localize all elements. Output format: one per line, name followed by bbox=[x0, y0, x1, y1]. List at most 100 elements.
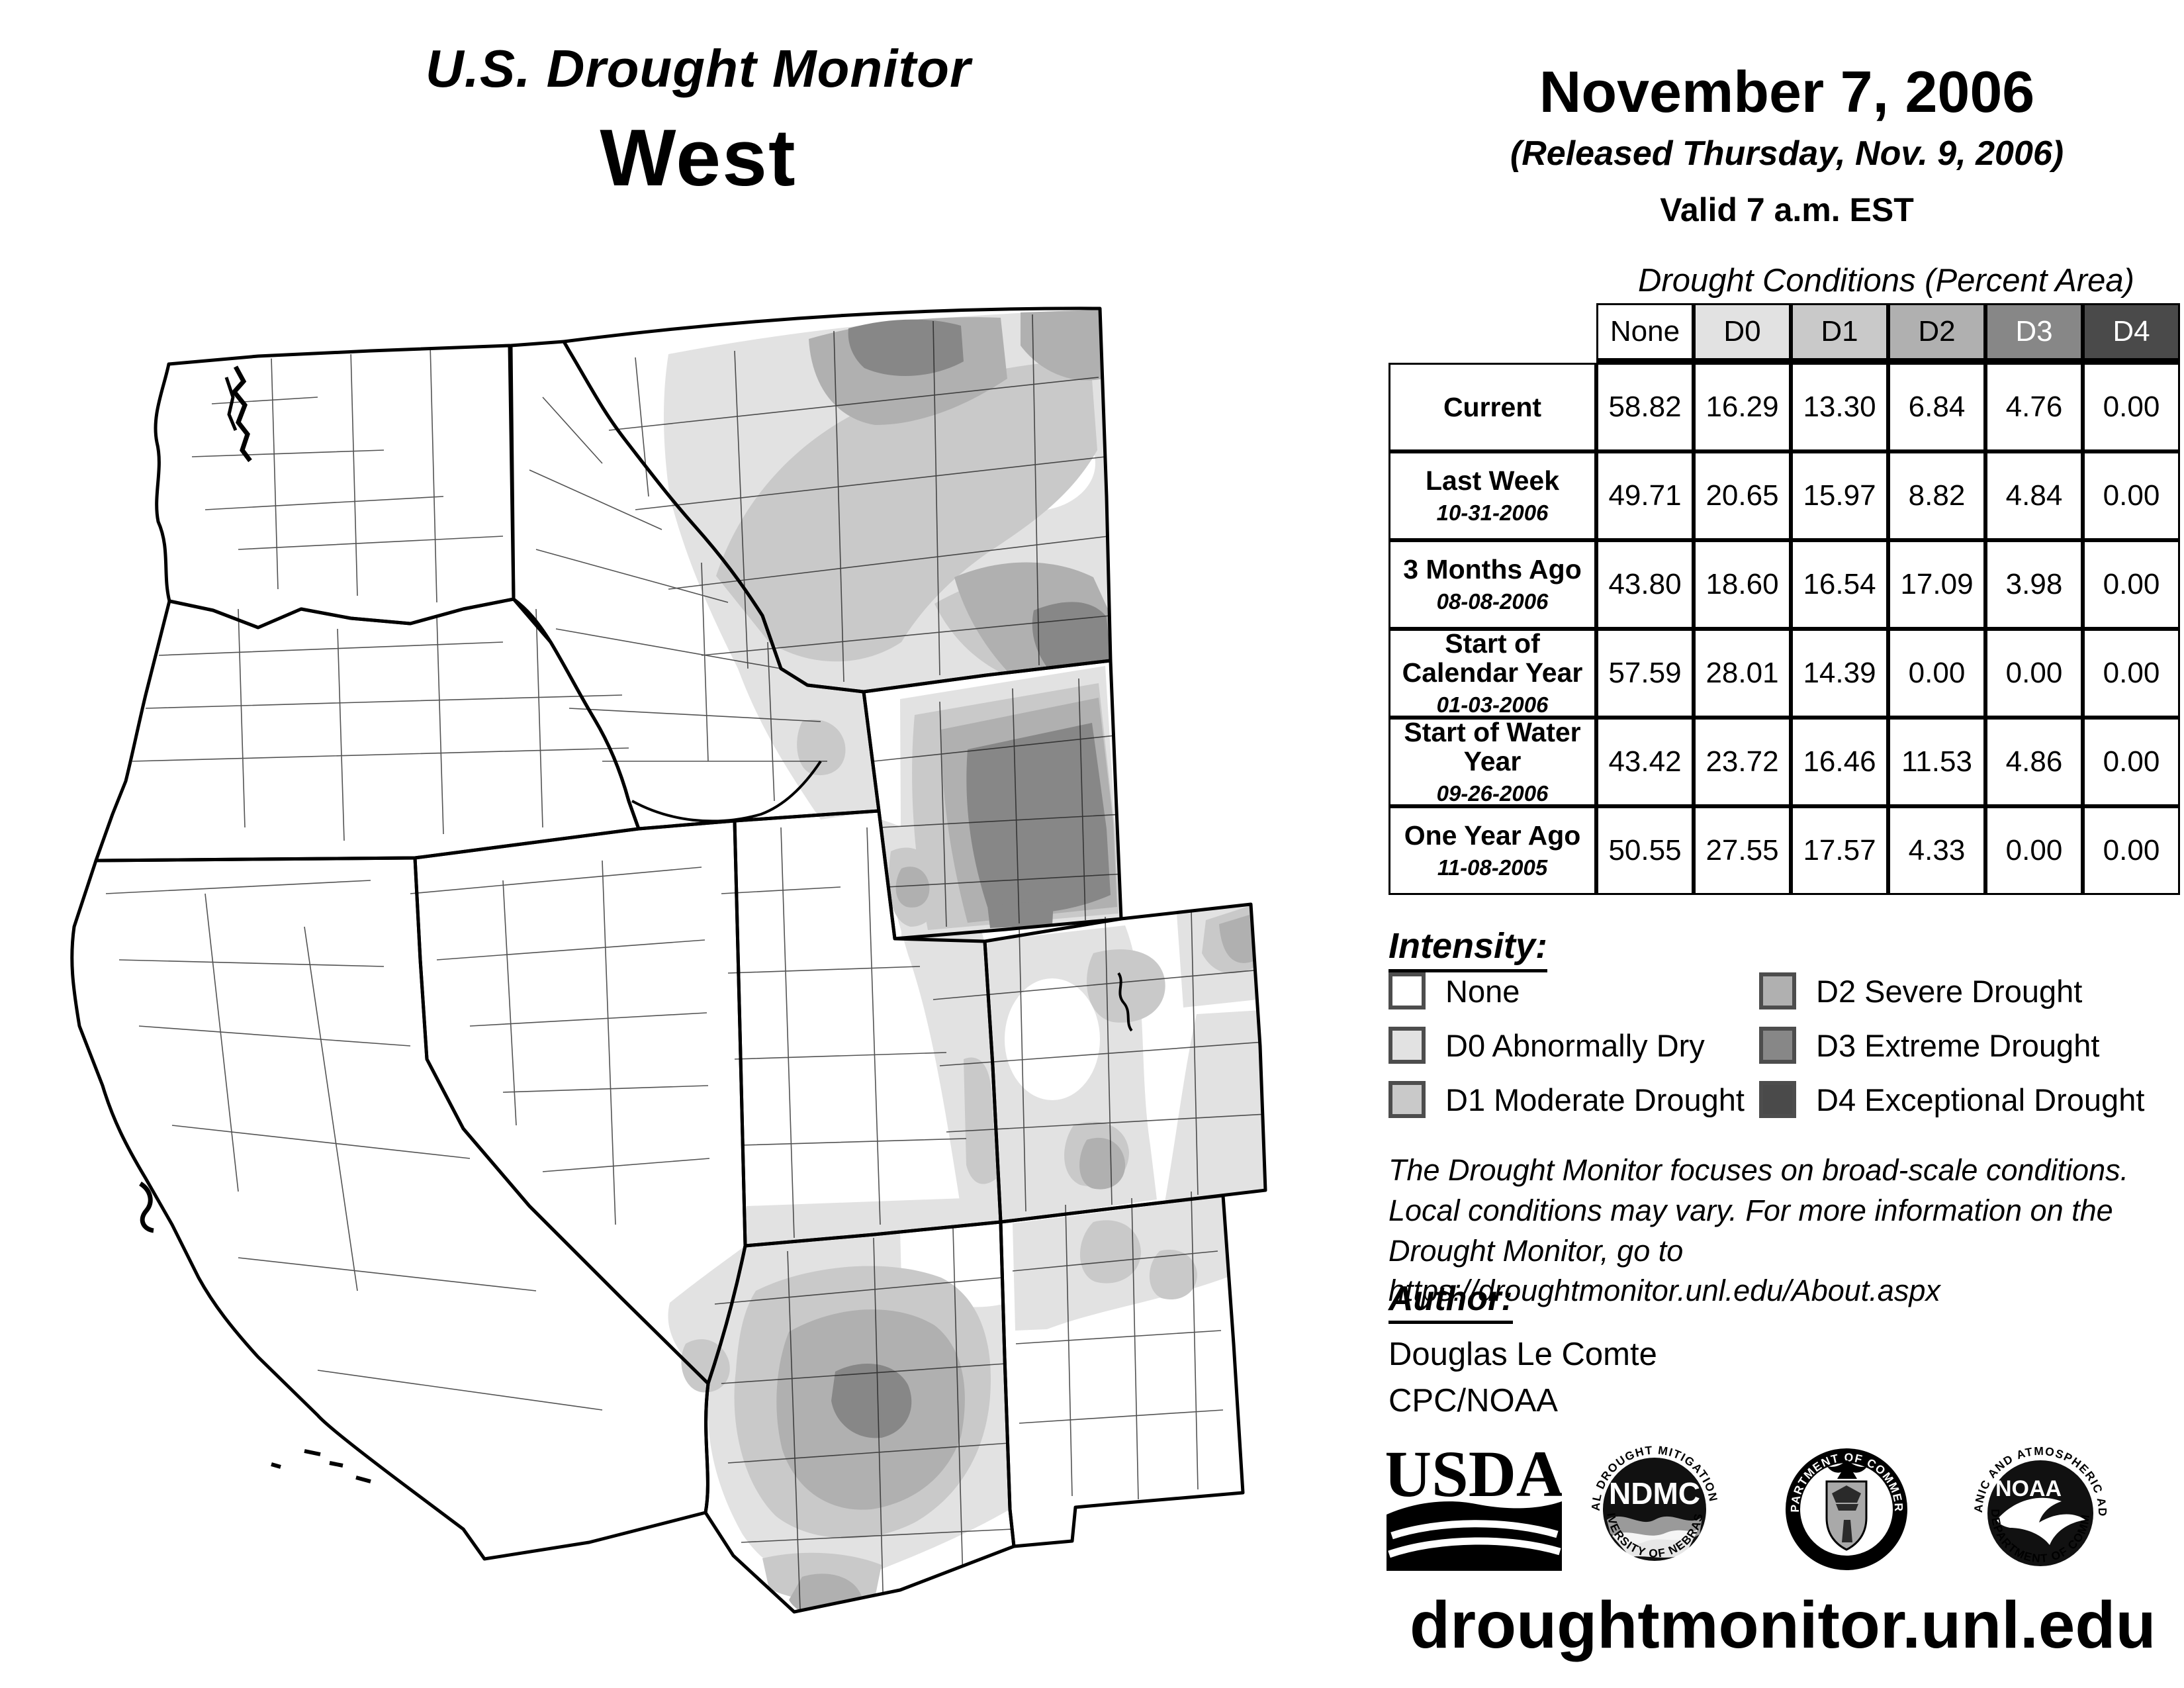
table-value-cell: 14.39 bbox=[1791, 629, 1888, 718]
column-header-d0: D0 bbox=[1694, 303, 1791, 363]
legend-item: D1 Moderate Drought bbox=[1388, 1080, 1745, 1119]
legend-swatch bbox=[1759, 1081, 1796, 1118]
author-name: Douglas Le Comte bbox=[1388, 1336, 1657, 1372]
d3-extreme-drought-areas bbox=[831, 319, 1111, 1438]
table-value-cell: 0.00 bbox=[1985, 806, 2083, 895]
legend-column-2: D2 Severe Drought D3 Extreme Drought D4 Ex… bbox=[1759, 972, 2144, 1119]
row-label-text: Start of Water Year bbox=[1404, 716, 1581, 776]
disclaimer-line: Local conditions may vary. For more info… bbox=[1388, 1193, 2113, 1227]
state-oregon bbox=[94, 597, 641, 863]
ndmc-wordmark: NDMC bbox=[1609, 1476, 1700, 1511]
row-label-text: Current bbox=[1443, 391, 1542, 422]
doc-eagle bbox=[1827, 1460, 1868, 1479]
table-value-cell: 23.72 bbox=[1694, 718, 1791, 806]
water-features bbox=[138, 365, 1133, 1483]
snake-river bbox=[631, 760, 822, 823]
platte-headwaters bbox=[1117, 972, 1133, 1032]
release-date: (Released Thursday, Nov. 9, 2006) bbox=[1510, 134, 2064, 173]
state-montana bbox=[562, 306, 1113, 694]
table-value-cell: 13.30 bbox=[1791, 363, 1888, 451]
legend-item-label: D2 Severe Drought bbox=[1816, 973, 2083, 1009]
puget-sound-2 bbox=[224, 377, 238, 431]
table-value-cell: 27.55 bbox=[1694, 806, 1791, 895]
table-value-cell: 6.84 bbox=[1888, 363, 1985, 451]
row-label: Last Week 10-31-2006 bbox=[1388, 451, 1596, 540]
noaa-wordmark: NOAA bbox=[1995, 1476, 2062, 1501]
row-label-text: One Year Ago bbox=[1404, 820, 1581, 851]
row-label-date: 09-26-2006 bbox=[1436, 781, 1549, 806]
table-value-cell: 28.01 bbox=[1694, 629, 1791, 718]
legend-swatch bbox=[1388, 1081, 1426, 1118]
table-value-cell: 43.80 bbox=[1596, 540, 1694, 629]
table-value-cell: 4.76 bbox=[1985, 363, 2083, 451]
county-lines bbox=[105, 314, 1265, 1613]
table-value-cell: 0.00 bbox=[1985, 629, 2083, 718]
legend-item: D0 Abnormally Dry bbox=[1388, 1026, 1745, 1064]
table-value-cell: 57.59 bbox=[1596, 629, 1694, 718]
table-value-cell: 4.33 bbox=[1888, 806, 1985, 895]
legend-item: None bbox=[1388, 972, 1745, 1010]
noaa-seabird bbox=[1997, 1497, 2085, 1545]
state-borders bbox=[70, 306, 1267, 1614]
west-region-drought-map bbox=[70, 306, 1267, 1614]
table-value-cell: 3.98 bbox=[1985, 540, 2083, 629]
row-label-date: 11-08-2005 bbox=[1437, 855, 1548, 880]
table-value-cell: 50.55 bbox=[1596, 806, 1694, 895]
table-value-cell: 17.09 bbox=[1888, 540, 1985, 629]
row-label-text: Start of Calendar Year bbox=[1402, 628, 1583, 688]
legend-swatch bbox=[1388, 1027, 1426, 1064]
drought-conditions-table: None D0 D1 D2 D3 D4 Current 58.82 16.29 13.30 6.84… bbox=[1388, 303, 2180, 895]
puget-sound bbox=[231, 365, 252, 463]
table-value-cell: 16.29 bbox=[1694, 363, 1791, 451]
table-value-cell: 0.00 bbox=[2083, 451, 2180, 540]
table-value-cell: 0.00 bbox=[1888, 629, 1985, 718]
table-value-cell: 15.97 bbox=[1791, 451, 1888, 540]
table-value-cell: 0.00 bbox=[2083, 540, 2180, 629]
table-value-cell: 0.00 bbox=[2083, 363, 2180, 451]
san-francisco-bay bbox=[138, 1182, 154, 1233]
column-header-d1: D1 bbox=[1791, 303, 1888, 363]
table-value-cell: 58.82 bbox=[1596, 363, 1694, 451]
state-colorado bbox=[983, 902, 1267, 1224]
channel-islands bbox=[271, 1449, 371, 1483]
table-value-cell: 8.82 bbox=[1888, 451, 1985, 540]
valid-time: Valid 7 a.m. EST bbox=[1660, 191, 1914, 228]
author-heading: Author: bbox=[1388, 1279, 1513, 1324]
row-label-text: 3 Months Ago bbox=[1403, 553, 1582, 585]
legend-item: D2 Severe Drought bbox=[1759, 972, 2144, 1010]
table-value-cell: 4.86 bbox=[1985, 718, 2083, 806]
disclaimer-text: The Drought Monitor focuses on broad-sca… bbox=[1388, 1150, 2176, 1311]
row-label: Start of Calendar Year 01-03-2006 bbox=[1388, 629, 1596, 718]
column-header-d2: D2 bbox=[1888, 303, 1985, 363]
legend-title: Intensity: bbox=[1388, 925, 1548, 972]
table-value-cell: 16.46 bbox=[1791, 718, 1888, 806]
disclaimer-line: Drought Monitor, go to https://droughtmo… bbox=[1388, 1233, 1940, 1308]
table-value-cell: 0.00 bbox=[2083, 718, 2180, 806]
legend-item-label: D1 Moderate Drought bbox=[1445, 1082, 1745, 1117]
table-value-cell: 16.54 bbox=[1791, 540, 1888, 629]
table-value-cell: 17.57 bbox=[1791, 806, 1888, 895]
column-header-d3: D3 bbox=[1985, 303, 2083, 363]
table-value-cell: 18.60 bbox=[1694, 540, 1791, 629]
row-label: Current bbox=[1388, 363, 1596, 451]
drought-shading-layer bbox=[663, 310, 1265, 1613]
usda-wordmark: USDA bbox=[1387, 1437, 1562, 1511]
author-organization: CPC/NOAA bbox=[1388, 1383, 1558, 1419]
legend-item-label: D0 Abnormally Dry bbox=[1445, 1027, 1705, 1063]
column-header-d4: D4 bbox=[2083, 303, 2180, 363]
doc-ship bbox=[1832, 1485, 1861, 1511]
table-value-cell: 43.42 bbox=[1596, 718, 1694, 806]
legend-item: D4 Exceptional Drought bbox=[1759, 1080, 2144, 1119]
region-title: West bbox=[600, 113, 797, 203]
department-of-commerce-seal: DEPARTMENT OF COMMERCE UNITED STATES OF … bbox=[1772, 1435, 1907, 1570]
table-corner-cell bbox=[1388, 303, 1596, 363]
ndmc-logo: NDMC NATIONAL DROUGHT MITIGATION CENTER … bbox=[1580, 1435, 1719, 1561]
legend-item-label: D3 Extreme Drought bbox=[1816, 1027, 2100, 1063]
map-date: November 7, 2006 bbox=[1539, 59, 2035, 124]
table-value-cell: 0.00 bbox=[2083, 806, 2180, 895]
table-value-cell: 11.53 bbox=[1888, 718, 1985, 806]
doc-lighthouse bbox=[1842, 1520, 1852, 1542]
footer-url: droughtmonitor.unl.edu bbox=[1410, 1588, 2156, 1662]
state-california bbox=[70, 856, 710, 1561]
row-label: Start of Water Year 09-26-2006 bbox=[1388, 718, 1596, 806]
